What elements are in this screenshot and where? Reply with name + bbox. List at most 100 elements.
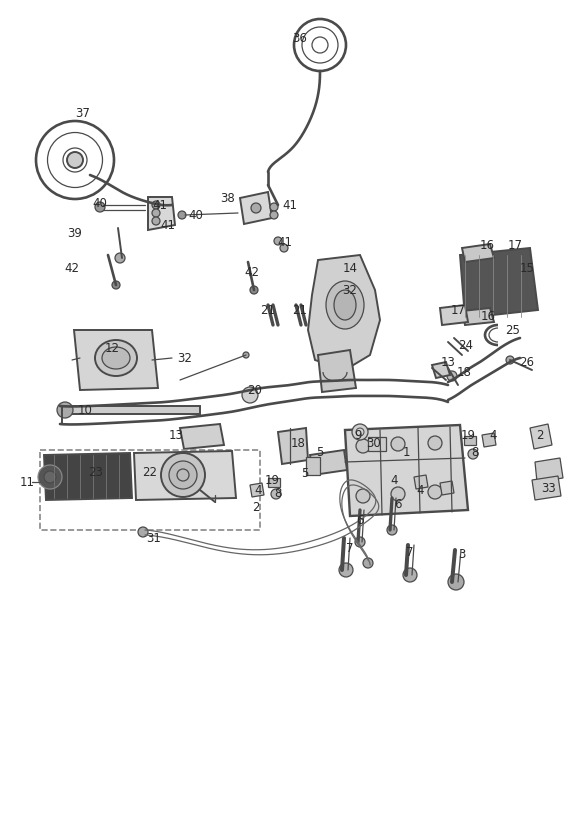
Text: 36: 36 — [293, 31, 307, 44]
Text: 33: 33 — [542, 481, 556, 494]
Circle shape — [339, 563, 353, 577]
Circle shape — [356, 439, 370, 453]
Text: 21: 21 — [293, 303, 307, 316]
Circle shape — [38, 465, 62, 489]
Text: 14: 14 — [342, 261, 357, 274]
Text: 3: 3 — [458, 549, 466, 561]
Polygon shape — [432, 362, 450, 378]
Text: 4: 4 — [390, 474, 398, 486]
Circle shape — [403, 568, 417, 582]
Ellipse shape — [334, 290, 356, 320]
Text: 7: 7 — [346, 541, 354, 555]
Circle shape — [355, 537, 365, 547]
Polygon shape — [44, 453, 132, 500]
Text: 37: 37 — [76, 106, 90, 119]
Text: 5: 5 — [301, 466, 308, 480]
Text: 20: 20 — [248, 383, 262, 396]
Circle shape — [387, 525, 397, 535]
Text: 12: 12 — [104, 341, 120, 354]
Text: 1: 1 — [402, 446, 410, 458]
Circle shape — [243, 352, 249, 358]
Text: 6: 6 — [356, 513, 364, 527]
Text: 41: 41 — [160, 218, 175, 232]
Circle shape — [391, 487, 405, 501]
Polygon shape — [74, 330, 158, 390]
Circle shape — [448, 574, 464, 590]
Polygon shape — [482, 433, 496, 447]
Circle shape — [270, 211, 278, 219]
Circle shape — [428, 485, 442, 499]
Circle shape — [506, 356, 514, 364]
Text: 8: 8 — [471, 446, 479, 458]
Text: 32: 32 — [178, 352, 192, 364]
Ellipse shape — [95, 340, 137, 376]
Polygon shape — [240, 192, 272, 224]
Polygon shape — [60, 406, 200, 414]
Circle shape — [242, 387, 258, 403]
Text: 15: 15 — [519, 261, 535, 274]
Text: 30: 30 — [367, 437, 381, 450]
Text: 17: 17 — [451, 303, 465, 316]
Text: 18: 18 — [456, 366, 472, 378]
Circle shape — [161, 453, 205, 497]
Text: 23: 23 — [89, 466, 103, 479]
Text: 24: 24 — [458, 339, 473, 352]
Text: 42: 42 — [244, 265, 259, 279]
Text: 21: 21 — [261, 303, 276, 316]
Polygon shape — [462, 308, 494, 325]
Text: 8: 8 — [275, 486, 282, 499]
Polygon shape — [440, 305, 468, 325]
Circle shape — [95, 202, 105, 212]
Text: 16: 16 — [479, 238, 494, 251]
Text: 11: 11 — [19, 475, 34, 489]
Polygon shape — [532, 476, 561, 500]
Text: 39: 39 — [68, 227, 82, 240]
Text: 4: 4 — [254, 484, 262, 497]
Circle shape — [356, 489, 370, 503]
Polygon shape — [530, 424, 552, 449]
Text: 10: 10 — [78, 404, 93, 416]
Circle shape — [152, 209, 160, 217]
Text: 25: 25 — [505, 324, 521, 336]
Text: 40: 40 — [188, 208, 203, 222]
Polygon shape — [345, 425, 468, 516]
Text: 13: 13 — [441, 355, 455, 368]
Text: 6: 6 — [394, 498, 402, 511]
Circle shape — [115, 253, 125, 263]
Ellipse shape — [326, 281, 364, 329]
Bar — [306, 457, 320, 475]
Circle shape — [57, 402, 73, 418]
Circle shape — [67, 152, 83, 168]
Text: 19: 19 — [265, 474, 279, 486]
Circle shape — [112, 281, 120, 289]
Text: 26: 26 — [519, 355, 535, 368]
Bar — [40, 450, 260, 530]
Text: 4: 4 — [489, 428, 497, 442]
Circle shape — [271, 489, 281, 499]
Text: 18: 18 — [290, 437, 305, 450]
Text: 32: 32 — [343, 283, 357, 297]
Circle shape — [280, 244, 288, 252]
Text: 42: 42 — [65, 261, 79, 274]
Circle shape — [251, 203, 261, 213]
Text: 16: 16 — [480, 310, 496, 322]
Circle shape — [468, 449, 478, 459]
Circle shape — [428, 436, 442, 450]
Text: 2: 2 — [252, 500, 260, 513]
Circle shape — [363, 558, 373, 568]
Text: 13: 13 — [168, 428, 184, 442]
Polygon shape — [310, 450, 347, 475]
Polygon shape — [148, 197, 175, 230]
Polygon shape — [462, 244, 494, 262]
Text: 22: 22 — [142, 466, 157, 479]
Polygon shape — [535, 458, 563, 482]
Polygon shape — [180, 424, 224, 449]
Circle shape — [352, 424, 368, 440]
Bar — [464, 436, 476, 445]
Polygon shape — [440, 481, 454, 495]
Polygon shape — [278, 428, 308, 464]
Bar — [368, 437, 386, 451]
Polygon shape — [318, 350, 356, 392]
Text: 17: 17 — [507, 238, 522, 251]
Polygon shape — [250, 483, 264, 497]
